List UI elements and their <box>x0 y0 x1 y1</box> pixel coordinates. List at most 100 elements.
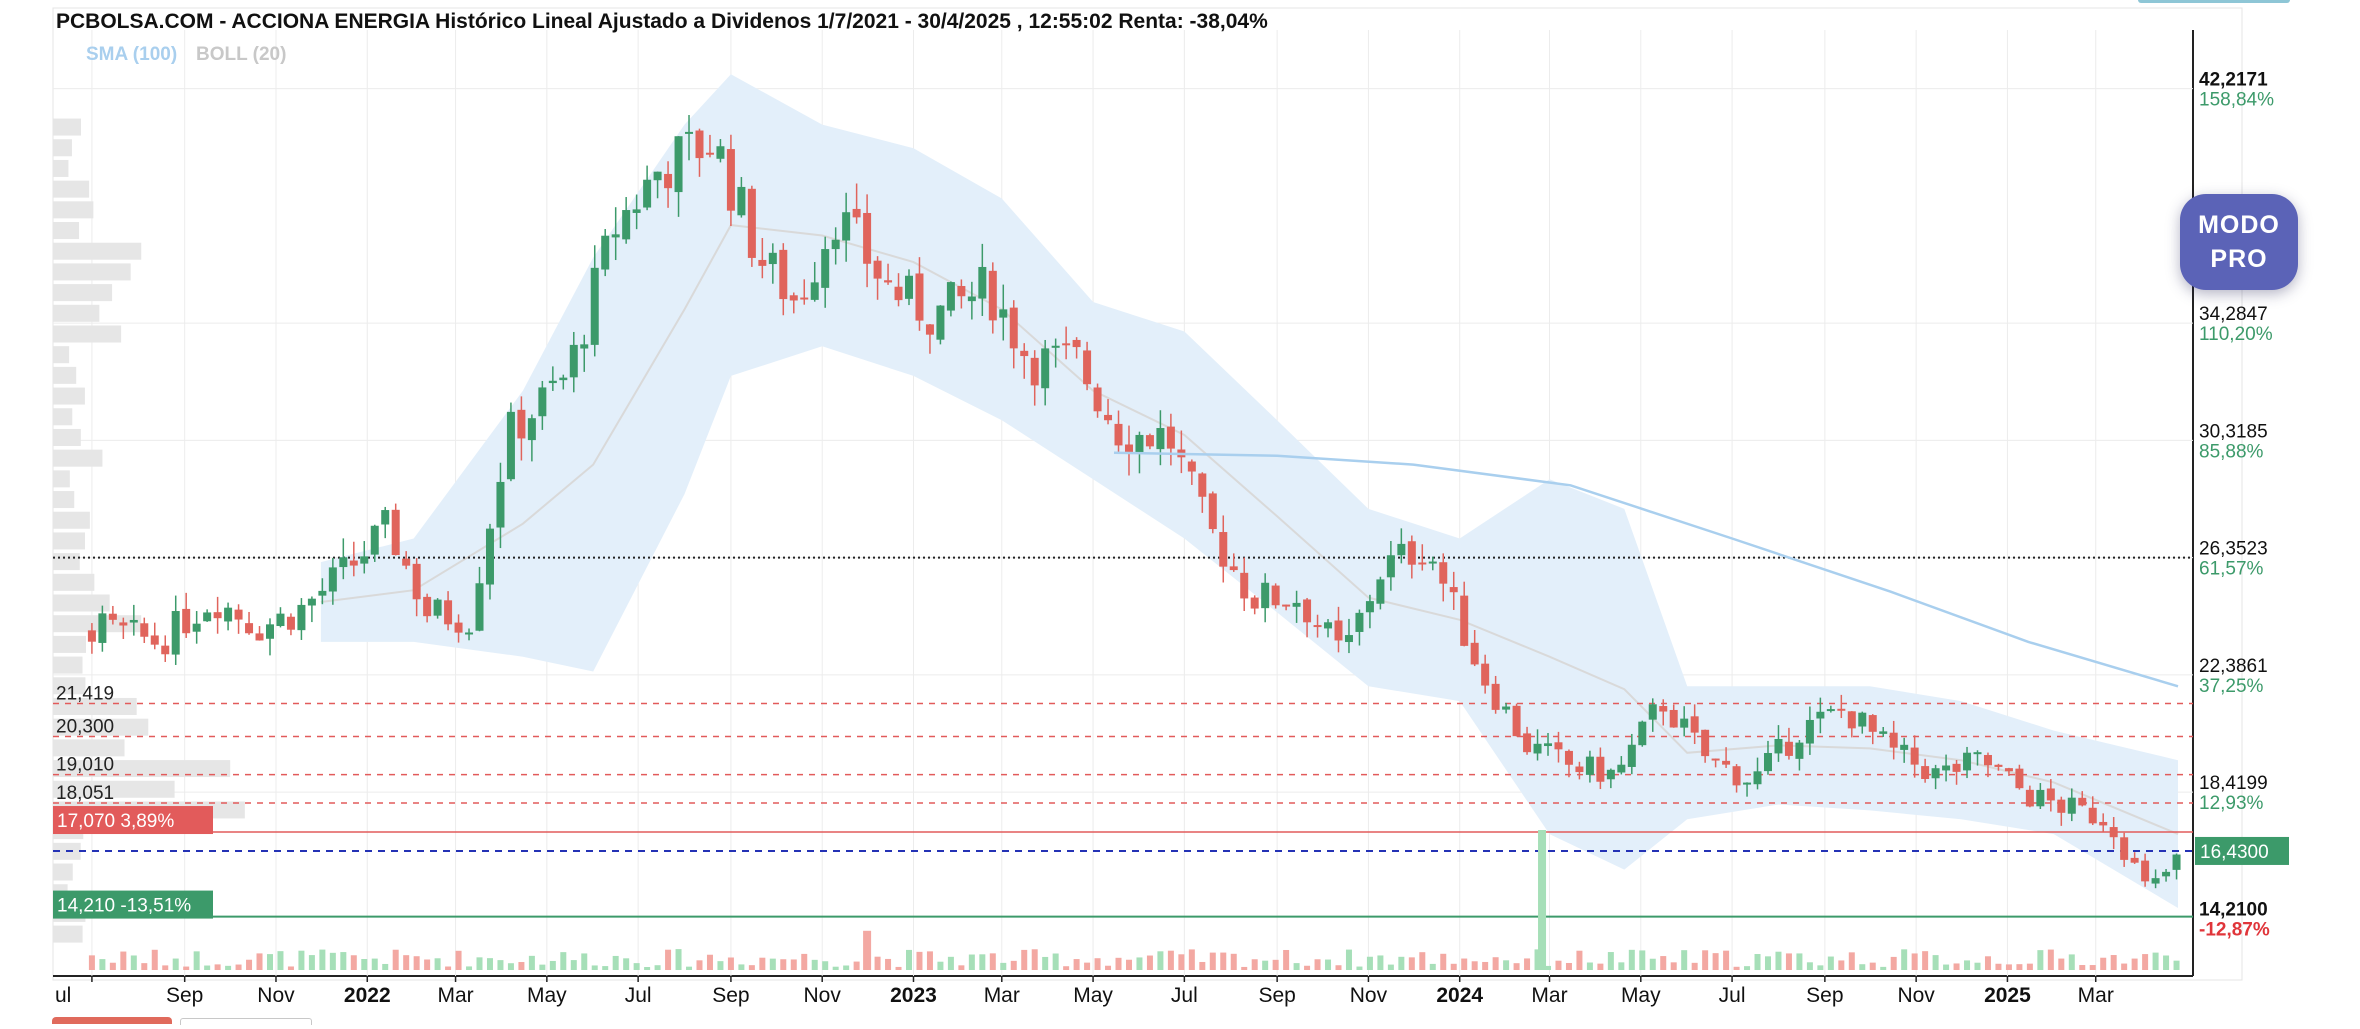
candle-body <box>1166 426 1175 449</box>
volume-bar <box>1827 956 1834 970</box>
volume-bar <box>1524 958 1531 970</box>
candle-body <box>622 210 631 240</box>
candle-body <box>601 235 610 270</box>
volume-bar <box>1398 956 1405 970</box>
volume-profile-bar <box>53 263 131 281</box>
volume-bar <box>1010 960 1017 970</box>
volume-bar <box>193 951 200 970</box>
volume-bar <box>1482 961 1489 970</box>
candle-body <box>1743 782 1752 785</box>
volume-bar <box>1723 950 1730 970</box>
candle-body <box>946 282 955 311</box>
candle-body <box>391 509 400 556</box>
modo-pro-line2: PRO <box>2210 245 2268 273</box>
candle-body <box>852 208 861 218</box>
candle-body <box>1837 708 1846 711</box>
candle-body <box>1376 579 1385 604</box>
volume-bar <box>1115 957 1122 970</box>
candle-body <box>925 324 934 335</box>
volume-bar <box>686 966 693 970</box>
volume-profile-bar <box>53 387 85 405</box>
candle-body <box>2004 768 2013 772</box>
volume-bar <box>445 966 452 970</box>
volume-bar <box>88 955 95 970</box>
volume-bar <box>790 959 797 970</box>
volume-bar <box>434 958 441 970</box>
volume-bar <box>1188 949 1195 970</box>
candle-body <box>873 260 882 279</box>
candle-body <box>1533 743 1542 754</box>
y-tick-pct: 61,57% <box>2199 559 2264 580</box>
candle-body <box>1910 747 1919 765</box>
last-price-label: 16,4300 <box>2200 842 2269 863</box>
modo-pro-button[interactable]: MODO PRO <box>2180 194 2298 290</box>
volume-bar <box>1545 965 1552 970</box>
volume-profile-bar <box>53 242 142 260</box>
candle-body <box>1041 348 1050 389</box>
volume-bar <box>183 966 190 970</box>
volume-bar <box>1356 966 1363 970</box>
volume-bar <box>2100 957 2107 970</box>
candle-body <box>758 259 767 266</box>
candle-body <box>1292 602 1301 607</box>
x-tick-label: Nov <box>1350 984 1388 1007</box>
candle-body <box>1303 599 1312 623</box>
volume-bar <box>1146 955 1153 970</box>
candle-body <box>1208 493 1217 530</box>
volume-bar <box>1534 949 1541 970</box>
volume-bar <box>748 965 755 970</box>
volume-bar <box>371 958 378 970</box>
x-tick-label: Jul <box>1171 984 1198 1007</box>
candle-body <box>1481 663 1490 686</box>
volume-bar <box>204 965 211 970</box>
volume-bar <box>1293 963 1300 970</box>
volume-bar <box>1262 960 1269 970</box>
candle-body <box>1805 719 1814 744</box>
candle-body <box>1324 622 1333 629</box>
candle-body <box>1261 582 1270 609</box>
bottom-tab[interactable] <box>180 1018 312 1025</box>
volume-bar <box>843 965 850 970</box>
volume-bar <box>1628 949 1635 970</box>
candle-body <box>2172 854 2181 870</box>
volume-bar <box>1712 953 1719 970</box>
candle-body <box>768 252 777 265</box>
candle-body <box>1701 729 1710 757</box>
volume-bar <box>1576 950 1583 970</box>
volume-bar <box>717 961 724 970</box>
candle-body <box>821 249 830 288</box>
x-tick-label: May <box>527 984 567 1007</box>
bottom-tab-active[interactable] <box>52 1017 172 1024</box>
volume-bar <box>1345 949 1352 970</box>
candle-body <box>1229 566 1238 571</box>
top-tab[interactable] <box>2138 0 2290 3</box>
volume-bar <box>1932 955 1939 970</box>
volume-bar <box>225 965 232 970</box>
level-badge-label: 17,070 3,89% <box>57 811 174 832</box>
volume-bar <box>350 955 357 970</box>
volume-bar <box>1555 960 1562 970</box>
volume-profile-bar <box>53 222 80 240</box>
candle-body <box>1816 711 1825 719</box>
candle-body <box>381 510 390 525</box>
level-label: 20,300 <box>56 717 114 738</box>
volume-bar <box>612 955 619 970</box>
volume-profile-bar <box>53 470 70 488</box>
volume-bar <box>214 964 221 970</box>
candle-body <box>1669 709 1678 728</box>
volume-bar <box>1157 951 1164 970</box>
candle-body <box>1931 768 1940 779</box>
volume-bar <box>1335 965 1342 970</box>
candle-body <box>1460 595 1469 646</box>
candle-body <box>643 179 652 208</box>
candle-body <box>1680 718 1689 728</box>
volume-bar <box>1209 952 1216 970</box>
volume-spike-bar <box>863 930 872 970</box>
volume-bar <box>413 956 420 970</box>
x-tick-label: 2022 <box>344 984 391 1007</box>
candle-body <box>1439 562 1448 584</box>
candle-body <box>705 152 714 155</box>
volume-bar <box>1733 966 1740 970</box>
candle-body <box>1187 461 1196 472</box>
volume-profile-bar <box>53 532 86 550</box>
